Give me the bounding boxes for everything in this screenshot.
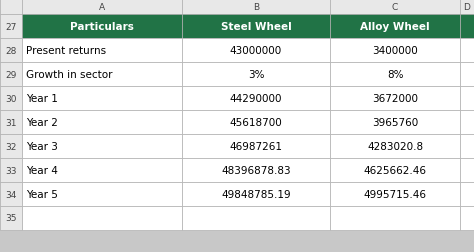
Text: 29: 29 [5, 70, 17, 79]
Text: 31: 31 [5, 118, 17, 127]
Text: 3965760: 3965760 [372, 117, 418, 128]
Text: 34: 34 [5, 190, 17, 199]
Text: 44290000: 44290000 [230, 94, 282, 104]
Text: 45618700: 45618700 [229, 117, 283, 128]
Text: 32: 32 [5, 142, 17, 151]
Text: A: A [99, 3, 105, 12]
Text: 46987261: 46987261 [229, 141, 283, 151]
Text: Year 5: Year 5 [26, 189, 58, 199]
Text: 35: 35 [5, 214, 17, 223]
Text: 8%: 8% [387, 70, 403, 80]
Text: 43000000: 43000000 [230, 46, 282, 56]
Text: 48396878.83: 48396878.83 [221, 165, 291, 175]
Text: Growth in sector: Growth in sector [26, 70, 112, 80]
Text: 27: 27 [5, 22, 17, 32]
Text: 3%: 3% [248, 70, 264, 80]
Text: Particulars: Particulars [70, 22, 134, 32]
Text: Year 3: Year 3 [26, 141, 58, 151]
Text: 49848785.19: 49848785.19 [221, 189, 291, 199]
Text: Present returns: Present returns [26, 46, 106, 56]
Text: 3672000: 3672000 [372, 94, 418, 104]
Text: C: C [392, 3, 398, 12]
Text: 30: 30 [5, 94, 17, 103]
Text: Year 4: Year 4 [26, 165, 58, 175]
Text: 28: 28 [5, 46, 17, 55]
Text: Steel Wheel: Steel Wheel [220, 22, 292, 32]
Text: Alloy Wheel: Alloy Wheel [360, 22, 430, 32]
Text: 4995715.46: 4995715.46 [364, 189, 427, 199]
Text: 33: 33 [5, 166, 17, 175]
Text: 3400000: 3400000 [372, 46, 418, 56]
Text: 4283020.8: 4283020.8 [367, 141, 423, 151]
Text: B: B [253, 3, 259, 12]
Text: Year 2: Year 2 [26, 117, 58, 128]
Text: 4625662.46: 4625662.46 [364, 165, 427, 175]
Text: Year 1: Year 1 [26, 94, 58, 104]
Text: D: D [464, 3, 470, 12]
